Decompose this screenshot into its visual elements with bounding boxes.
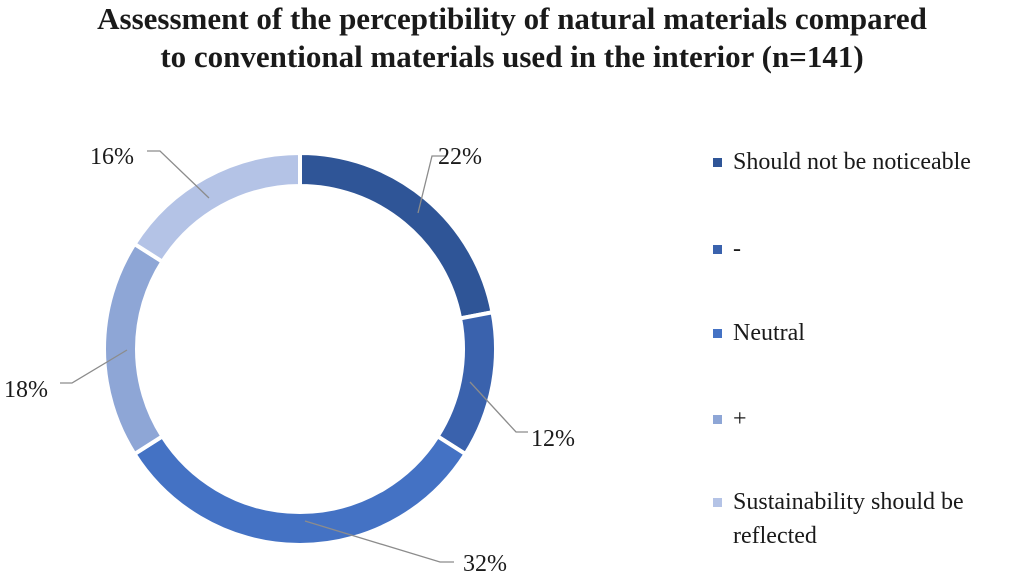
donut-slices — [102, 150, 498, 547]
legend-swatch — [713, 329, 722, 338]
chart-title: Assessment of the perceptibility of natu… — [97, 1, 927, 74]
leader-line-minus — [469, 381, 528, 433]
legend-label: Sustainability should be reflected — [733, 489, 964, 549]
data-label-should-not-be-noticeable: 22% — [438, 144, 482, 170]
legend-label: Neutral — [733, 320, 805, 346]
legend-label: Should not be noticeable — [733, 149, 971, 175]
data-label-minus: 12% — [531, 426, 575, 452]
legend-swatch — [713, 245, 722, 254]
leader-line-sustainability-should-be-reflected — [147, 150, 210, 199]
legend-label: - — [733, 236, 741, 262]
slice-neutral — [131, 433, 469, 547]
legend-item-minus: - — [713, 232, 741, 266]
legend-swatch — [713, 498, 722, 507]
data-label-minus: 18% — [4, 377, 48, 403]
data-labels: 22% 12% 32% 18% 16% — [4, 144, 575, 573]
legend-item-neutral: Neutral — [713, 316, 805, 350]
legend-swatch — [713, 158, 722, 167]
leader-line-minus — [60, 349, 128, 384]
data-label-neutral: 32% — [463, 551, 507, 573]
slice-sustainability-should-be-reflected — [131, 150, 302, 265]
legend-item-sustainability: Sustainability should be reflected — [713, 485, 1013, 553]
leader-lines — [60, 150, 528, 563]
legend-item-should-not-be-noticeable: Should not be noticeable — [713, 145, 971, 179]
legend-item-plus: + — [713, 402, 747, 436]
legend-label: + — [733, 406, 747, 432]
leader-line-neutral — [304, 520, 454, 563]
leader-line-should-not-be-noticeable — [417, 155, 446, 214]
legend-swatch — [713, 415, 722, 424]
slice-minus — [434, 309, 498, 457]
slice-should-not-be-noticeable — [298, 150, 495, 321]
slice-minus — [102, 241, 166, 457]
data-label-sustainability-should-be-reflected: 16% — [90, 144, 134, 170]
